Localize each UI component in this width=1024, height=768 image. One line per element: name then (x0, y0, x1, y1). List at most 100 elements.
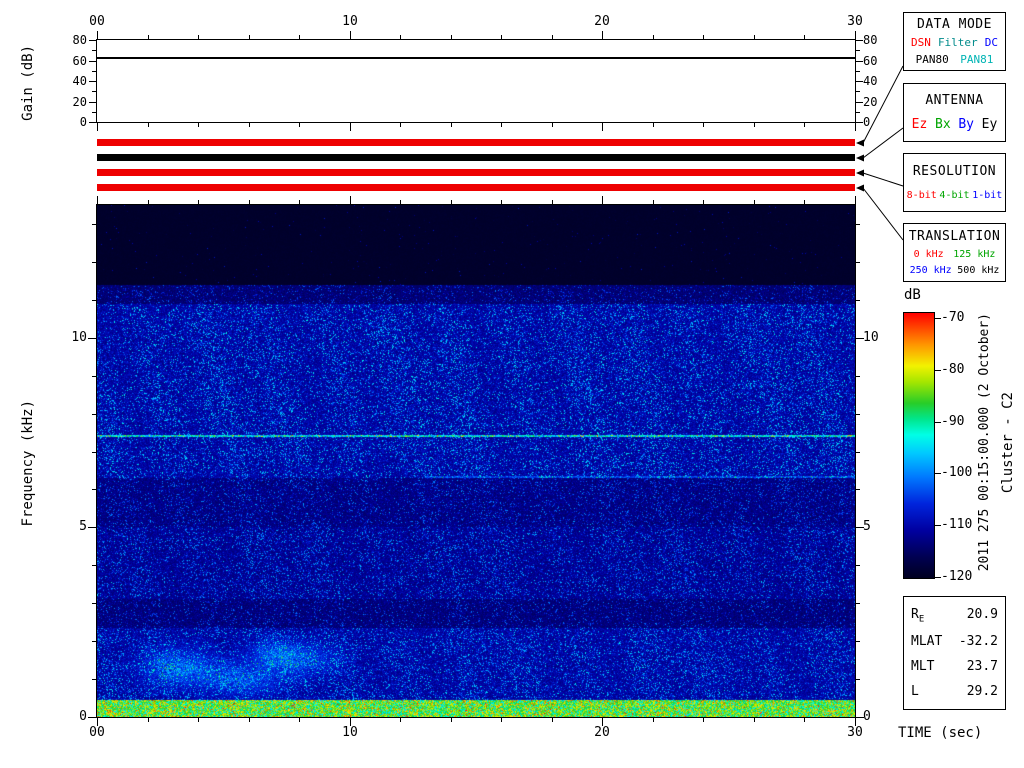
gain-ytick (856, 122, 863, 123)
ephemeris-value: 29.2 (966, 684, 998, 700)
translation-title: TRANSLATION (908, 229, 1001, 244)
freq-ytick (856, 262, 860, 263)
x-tick (552, 718, 553, 722)
gain-plot-frame (96, 39, 856, 123)
x-tick (754, 200, 755, 204)
colorbar-tick (935, 525, 941, 526)
freq-ytick-label: 0 (79, 709, 87, 724)
gain-axis-title: Gain (dB) (20, 45, 36, 121)
x-tick (198, 718, 199, 722)
ephemeris-row: MLAT -32.2 (904, 634, 1005, 649)
x-tick (804, 123, 805, 127)
x-tick (97, 718, 98, 726)
freq-ytick (856, 641, 860, 642)
gain-ytick (856, 91, 860, 92)
ephemeris-key: RE (911, 606, 925, 625)
gain-xtick-label: 00 (89, 14, 105, 29)
option-ey: Ey (981, 117, 998, 132)
x-tick (501, 200, 502, 204)
option-bx: Bx (935, 117, 951, 132)
freq-ytick-label: 10 (863, 330, 879, 345)
option-1-bit: 1-bit (972, 189, 1003, 201)
x-tick (552, 200, 553, 204)
freq-ytick-label: 0 (863, 709, 871, 724)
gain-ytick-label: 60 (72, 54, 87, 68)
ephemeris-value: -32.2 (958, 634, 998, 650)
gain-ytick-label: 40 (863, 74, 878, 88)
gain-ytick (856, 81, 863, 82)
x-tick (249, 123, 250, 127)
x-tick (855, 123, 856, 131)
x-tick (400, 718, 401, 722)
option-filter: Filter (937, 36, 978, 49)
resolution-title: RESOLUTION (912, 164, 997, 180)
x-tick (249, 200, 250, 204)
frequency-axis-title: Frequency (kHz) (20, 400, 36, 527)
x-tick (198, 123, 199, 127)
freq-ytick (856, 489, 860, 490)
x-tick (501, 123, 502, 127)
x-tick (400, 35, 401, 39)
freq-ytick-label: 5 (79, 519, 87, 534)
x-tick (97, 196, 98, 204)
colorbar-tick (935, 473, 941, 474)
freq-ytick (856, 224, 860, 225)
x-tick (804, 200, 805, 204)
x-tick (602, 196, 603, 204)
freq-ytick (856, 717, 864, 718)
x-tick (501, 35, 502, 39)
gain-ytick (856, 112, 860, 113)
gain-ytick-label: 40 (72, 74, 87, 88)
translation-panel: TRANSLATION 0 kHz 125 kHz 250 kHz 500 kHz (903, 223, 1006, 282)
colorbar-tick-label: -100 (941, 465, 973, 480)
colorbar-tick-label: -90 (941, 414, 965, 429)
x-tick (602, 123, 603, 131)
gain-ytick (89, 61, 96, 62)
x-tick (299, 123, 300, 127)
x-tick (653, 123, 654, 127)
gain-ytick (92, 71, 96, 72)
freq-ytick (92, 565, 96, 566)
ephemeris-box: RE 20.9 MLAT -32.2 MLT 23.7 L 29.2 (903, 596, 1006, 710)
ephemeris-key: L (911, 684, 919, 700)
x-tick (653, 718, 654, 722)
freq-ytick (92, 262, 96, 263)
x-tick (148, 35, 149, 39)
gain-ytick-label: 60 (863, 54, 878, 68)
gain-ytick-label: 20 (72, 95, 87, 109)
status-bar-resolution (97, 169, 855, 176)
x-tick (249, 35, 250, 39)
freq-ytick (88, 527, 96, 528)
freq-ytick (856, 527, 864, 528)
panel-option-row: Ez Bx By Ey (904, 117, 1005, 132)
ephemeris-value: 20.9 (966, 606, 998, 622)
x-tick (451, 123, 452, 127)
x-tick (653, 35, 654, 39)
panel-option-row: 8-bit 4-bit 1-bit (904, 190, 1005, 201)
gain-ytick-label: 80 (863, 33, 878, 47)
spectrogram-canvas (97, 205, 855, 717)
x-tick (855, 196, 856, 204)
ephemeris-row: MLT 23.7 (904, 659, 1005, 674)
colorbar-tick-label: -110 (941, 517, 973, 532)
gain-ytick (856, 61, 863, 62)
option-4-bit: 4-bit (939, 189, 970, 201)
x-tick (754, 35, 755, 39)
freq-ytick (856, 300, 860, 301)
x-tick (148, 718, 149, 722)
colorbar-tick-label: -80 (941, 362, 965, 377)
option-by: By (958, 117, 974, 132)
panel-pointer-arrows (856, 65, 904, 241)
gain-ytick-label: 0 (79, 115, 87, 129)
colorbar-tick-label: -120 (941, 569, 973, 584)
panel-option-row: 250 kHz 500 kHz (904, 265, 1005, 276)
x-tick (703, 123, 704, 127)
colorbar-tick (935, 422, 941, 423)
x-tick (97, 123, 98, 131)
x-tick (299, 200, 300, 204)
freq-ytick (856, 565, 860, 566)
x-tick (552, 35, 553, 39)
gain-ytick (89, 122, 96, 123)
arrow-lines (862, 65, 904, 241)
x-tick (602, 31, 603, 39)
